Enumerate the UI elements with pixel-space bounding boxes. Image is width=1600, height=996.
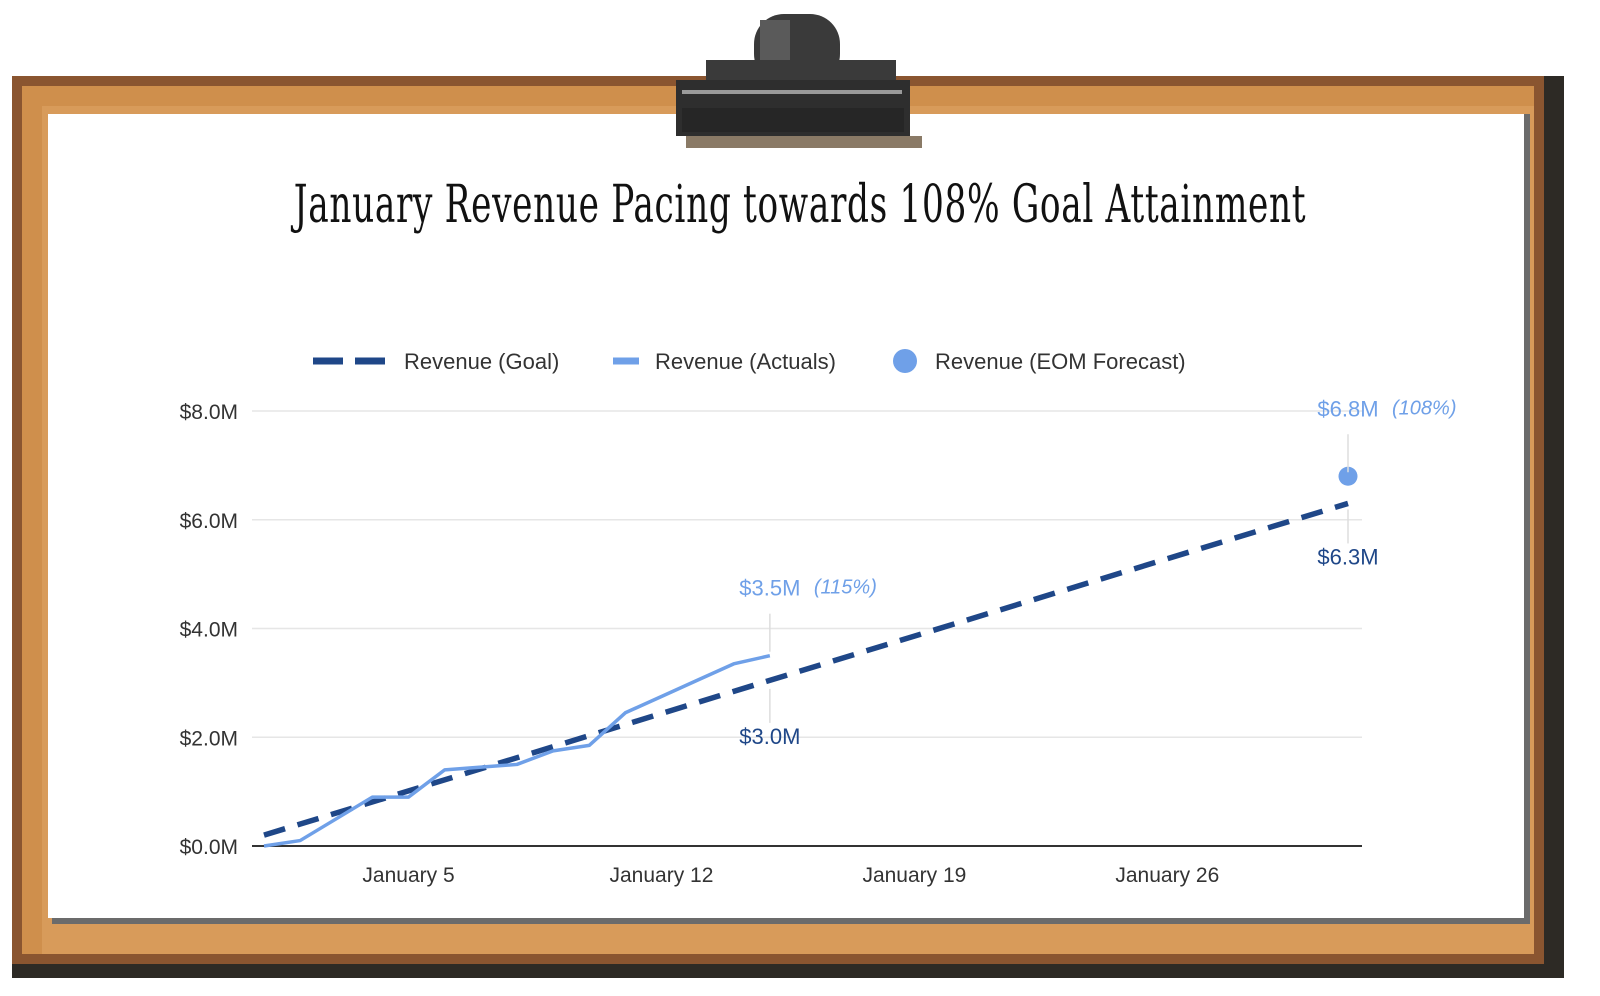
grid-lines xyxy=(252,410,1362,738)
annotation-value-label: $3.5M xyxy=(739,576,800,601)
y-tick-label: $2.0M xyxy=(180,727,238,750)
x-tick-label: January 26 xyxy=(1115,864,1219,887)
paper-sheet xyxy=(48,114,1524,918)
y-tick-label: $4.0M xyxy=(180,619,238,642)
annotation-pct-label: (115%) xyxy=(814,577,877,599)
forecast-point xyxy=(1338,466,1358,486)
x-tick-label: January 12 xyxy=(610,864,714,887)
clipboard-clip-icon xyxy=(676,14,922,148)
series-layer xyxy=(263,466,1358,848)
x-tick-label: January 5 xyxy=(362,864,454,887)
legend-actuals-label: Revenue (Actuals) xyxy=(655,349,836,374)
chart-title: January Revenue Pacing towards 108% Goal… xyxy=(293,175,1307,235)
annotation-layer: $3.5M (115%) $3.0M $6.8M (108%) $6.3M xyxy=(739,396,1456,749)
annotation-value-label: $3.0M xyxy=(739,724,800,749)
annotation-pct-label: (108%) xyxy=(1392,397,1456,419)
x-axis: January 5 January 12 January 19 January 26 xyxy=(362,864,1219,887)
y-tick-label: $0.0M xyxy=(180,836,238,859)
y-axis: $0.0M $2.0M $4.0M $6.0M $8.0M xyxy=(180,401,1362,859)
actuals-line xyxy=(263,653,771,848)
chart-legend: Revenue (Goal) Revenue (Actuals) Revenue… xyxy=(313,349,1186,374)
x-tick-label: January 19 xyxy=(862,864,966,887)
legend-forecast-swatch xyxy=(893,349,917,373)
annotation-value-label: $6.8M xyxy=(1317,396,1378,421)
annotation-value-label: $6.3M xyxy=(1317,544,1378,569)
y-tick-label: $8.0M xyxy=(180,401,238,424)
y-tick-label: $6.0M xyxy=(180,510,238,533)
goal-line xyxy=(263,500,1349,838)
legend-forecast-label: Revenue (EOM Forecast) xyxy=(935,349,1186,374)
legend-goal-label: Revenue (Goal) xyxy=(404,349,559,374)
